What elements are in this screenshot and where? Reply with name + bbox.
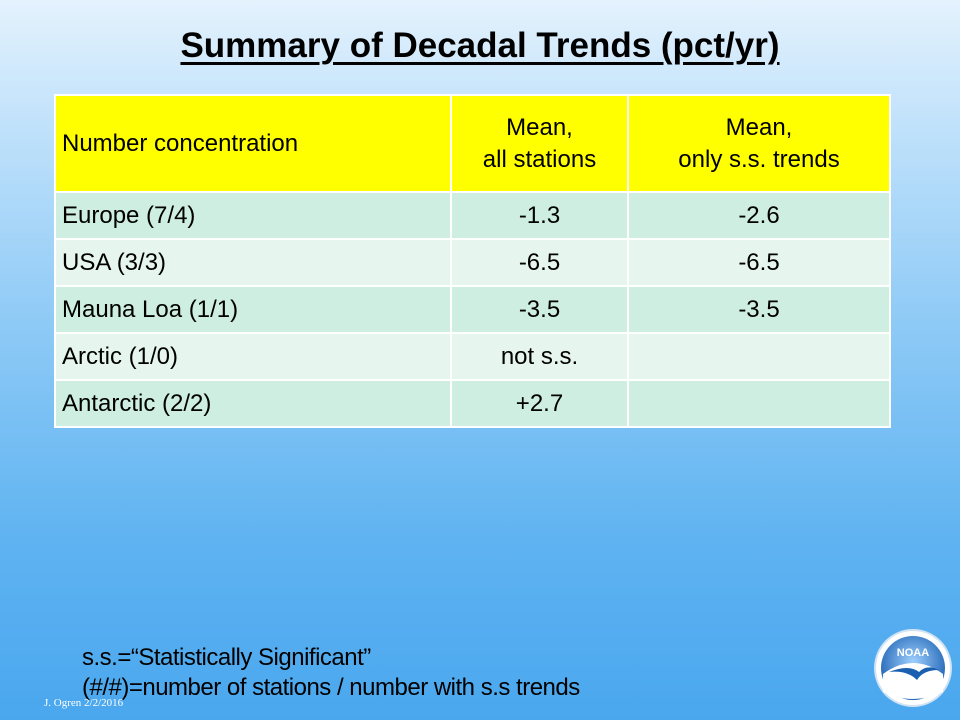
trends-table: Number concentration Mean, all stations … — [54, 94, 891, 428]
table-row: Antarctic (2/2) +2.7 — [54, 379, 891, 428]
mean-ss-cell — [627, 379, 891, 428]
mean-all-cell: -6.5 — [450, 238, 629, 287]
mean-ss-cell: -2.6 — [627, 191, 891, 240]
header-mean-all-line2: all stations — [482, 145, 597, 173]
header-mean-ss-trends: Mean, only s.s. trends — [627, 94, 891, 193]
region-cell: USA (3/3) — [54, 238, 452, 287]
mean-all-cell: +2.7 — [450, 379, 629, 428]
mean-all-cell: not s.s. — [450, 332, 629, 381]
author-credit: J. Ogren 2/2/2016 — [44, 697, 124, 709]
header-number-concentration: Number concentration — [54, 94, 452, 193]
mean-ss-cell — [627, 332, 891, 381]
footnote-station-counts: (#/#)=number of stations / number with s… — [82, 674, 580, 701]
mean-all-cell: -3.5 — [450, 285, 629, 334]
noaa-logo-text: NOAA — [897, 647, 929, 659]
region-cell: Arctic (1/0) — [54, 332, 452, 381]
footnote-ss-definition: s.s.=“Statistically Significant” — [82, 644, 371, 671]
noaa-logo: NOAA — [874, 629, 952, 707]
region-cell: Mauna Loa (1/1) — [54, 285, 452, 334]
table-row: Mauna Loa (1/1) -3.5 -3.5 — [54, 285, 891, 334]
mean-all-cell: -1.3 — [450, 191, 629, 240]
mean-ss-cell: -6.5 — [627, 238, 891, 287]
table-header-row: Number concentration Mean, all stations … — [54, 94, 891, 193]
region-cell: Antarctic (2/2) — [54, 379, 452, 428]
header-mean-ss-line1: Mean, — [725, 113, 793, 141]
table-row: Arctic (1/0) not s.s. — [54, 332, 891, 381]
header-mean-all-line1: Mean, — [506, 113, 573, 141]
footnotes: s.s.=“Statistically Significant” (#/#)=n… — [82, 643, 580, 703]
header-mean-ss-line2: only s.s. trends — [678, 145, 840, 173]
header-mean-all-stations: Mean, all stations — [450, 94, 629, 193]
mean-ss-cell: -3.5 — [627, 285, 891, 334]
table-row: Europe (7/4) -1.3 -2.6 — [54, 191, 891, 240]
slide-title: Summary of Decadal Trends (pct/yr) — [180, 26, 780, 65]
region-cell: Europe (7/4) — [54, 191, 452, 240]
table-row: USA (3/3) -6.5 -6.5 — [54, 238, 891, 287]
